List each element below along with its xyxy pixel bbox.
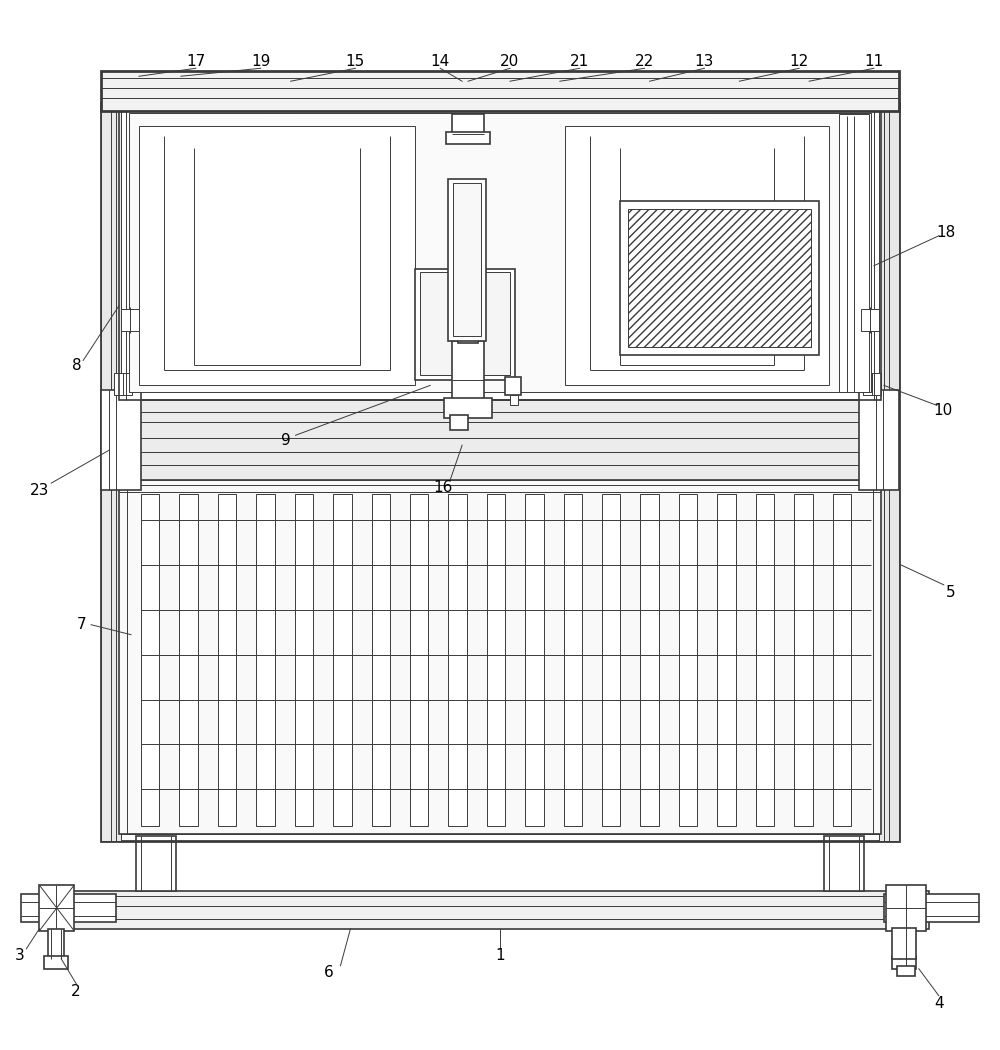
Bar	[892, 928, 916, 959]
Text: 6: 6	[324, 965, 333, 981]
Bar	[453, 183, 481, 336]
Bar	[295, 495, 313, 826]
Text: 16: 16	[433, 480, 453, 495]
Bar	[101, 103, 121, 841]
Bar	[833, 495, 851, 826]
Bar	[861, 309, 879, 331]
Bar	[863, 374, 881, 396]
Text: 14: 14	[431, 54, 450, 69]
Bar	[679, 495, 697, 826]
Text: 20: 20	[500, 54, 520, 69]
Bar	[218, 495, 236, 826]
Text: 15: 15	[346, 54, 365, 69]
Bar	[141, 495, 159, 826]
Bar	[879, 103, 899, 841]
Bar	[119, 106, 881, 400]
Bar	[448, 495, 467, 826]
Bar	[119, 480, 881, 834]
Bar	[101, 71, 899, 111]
Bar	[121, 309, 139, 331]
Text: 10: 10	[933, 403, 952, 418]
Text: 5: 5	[946, 585, 956, 601]
Text: 23: 23	[30, 483, 49, 498]
Bar	[897, 929, 913, 959]
Text: 12: 12	[790, 54, 809, 69]
Text: 21: 21	[570, 54, 589, 69]
Text: 1: 1	[495, 948, 505, 963]
Bar	[886, 885, 926, 931]
Bar	[101, 103, 899, 841]
Bar	[717, 495, 736, 826]
Bar	[372, 495, 390, 826]
Bar	[452, 114, 484, 134]
Text: 2: 2	[71, 984, 81, 1000]
Text: 22: 22	[635, 54, 654, 69]
Text: 17: 17	[186, 54, 205, 69]
Bar	[333, 495, 352, 826]
Bar	[458, 313, 478, 342]
Bar	[179, 495, 198, 826]
Text: 7: 7	[76, 617, 86, 632]
Bar	[448, 178, 486, 340]
Text: 4: 4	[934, 996, 944, 1011]
Bar	[410, 495, 428, 826]
Bar	[446, 132, 490, 144]
Bar	[415, 269, 515, 380]
Bar	[794, 495, 813, 826]
Bar	[897, 966, 915, 975]
Text: 11: 11	[864, 54, 884, 69]
Bar	[21, 894, 116, 922]
Bar	[565, 126, 829, 385]
Text: 19: 19	[251, 54, 270, 69]
Text: 18: 18	[936, 226, 955, 240]
Bar	[256, 495, 275, 826]
Bar	[420, 272, 510, 376]
Bar	[525, 495, 544, 826]
Bar	[884, 894, 979, 922]
Text: 3: 3	[14, 948, 24, 963]
Bar	[892, 956, 916, 969]
Bar	[620, 201, 819, 356]
Bar	[139, 126, 415, 385]
Text: 9: 9	[281, 433, 290, 447]
Bar	[859, 391, 899, 490]
Text: 8: 8	[72, 358, 82, 373]
Bar	[109, 110, 891, 834]
Bar	[628, 209, 811, 348]
Bar	[44, 956, 68, 969]
Bar	[450, 416, 468, 430]
Bar	[71, 891, 929, 929]
Bar	[505, 377, 521, 396]
Bar	[564, 495, 582, 826]
Bar	[48, 929, 64, 959]
Bar	[487, 495, 505, 826]
Bar	[444, 398, 492, 418]
Bar	[510, 396, 518, 405]
Bar	[101, 391, 141, 490]
Bar	[839, 114, 869, 393]
Bar	[129, 113, 871, 393]
Bar	[114, 374, 132, 396]
Text: 13: 13	[695, 54, 714, 69]
Bar	[39, 885, 74, 931]
Bar	[602, 495, 620, 826]
Bar	[136, 836, 176, 891]
Bar	[119, 400, 881, 480]
Bar	[452, 340, 484, 405]
Bar	[756, 495, 774, 826]
Bar	[824, 836, 864, 891]
Bar	[640, 495, 659, 826]
